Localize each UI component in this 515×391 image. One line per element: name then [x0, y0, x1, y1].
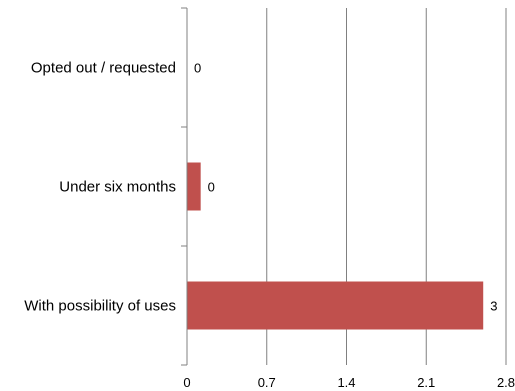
data-label: 3 — [490, 299, 497, 314]
x-tick-label: 1.4 — [337, 375, 355, 390]
data-label: 0 — [194, 61, 201, 76]
x-tick-label: 0.7 — [258, 375, 276, 390]
x-tick-label: 2.8 — [497, 375, 515, 390]
x-tick-label: 0 — [183, 375, 190, 390]
category-label: Opted out / requested — [31, 60, 176, 77]
bar — [187, 162, 201, 211]
category-axis — [181, 7, 188, 366]
category-label: Under six months — [59, 179, 176, 196]
category-label: With possibility of uses — [24, 298, 176, 315]
bars — [187, 162, 484, 330]
bar — [187, 281, 484, 330]
x-tick-label: 2.1 — [417, 375, 435, 390]
labels: 0 0.7 1.4 2.1 2.8 0 Opted out / requested 0 Unde… — [24, 60, 515, 391]
data-label: 0 — [208, 180, 215, 195]
